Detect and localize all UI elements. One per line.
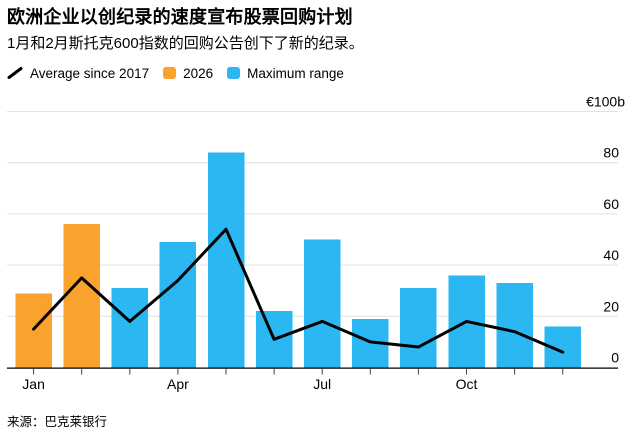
legend-item-maximum-range: Maximum range [227, 66, 344, 81]
chart-canvas: 0 20 40 60 80 €100b Jan Apr Jul Oct [7, 94, 625, 392]
page-title: 欧洲企业以创纪录的速度宣布股票回购计划 [7, 7, 353, 27]
average-line-swatch-icon [7, 67, 23, 79]
bar-apr [159, 242, 197, 368]
legend-color-swatch [163, 67, 177, 79]
x-axis-label-jan: Jan [22, 376, 45, 392]
bar-sep [400, 288, 437, 368]
legend-label: Average since 2017 [30, 65, 150, 81]
buyback-chart: 0 20 40 60 80 €100b Jan Apr Jul Oct [0, 90, 635, 400]
x-axis-label-oct: Oct [456, 376, 478, 392]
y-axis-label-40: 40 [603, 247, 619, 263]
bar-mar [111, 288, 149, 368]
legend-item-2026: 2026 [163, 66, 213, 81]
legend-label: 2026 [183, 65, 214, 81]
y-axis-label-100: €100b [586, 94, 625, 110]
x-axis-label-apr: Apr [167, 376, 189, 392]
bar-nov [496, 283, 533, 368]
average-line [32, 227, 565, 354]
x-axis-label-jul: Jul [313, 376, 331, 392]
y-axis-label-20: 20 [603, 298, 619, 314]
bar-feb [63, 224, 100, 368]
legend-label: Maximum range [247, 65, 344, 81]
y-axis-label-60: 60 [603, 196, 619, 212]
chart-subtitle: 1月和2月斯托克600指数的回购公告创下了新的纪录。 [7, 35, 364, 52]
source-note: 来源：巴克莱银行 [7, 415, 108, 429]
bar-jul [303, 239, 341, 368]
y-axis-label-0: 0 [611, 350, 619, 366]
legend-color-swatch [227, 67, 241, 79]
legend-item-average-since-2017: Average since 2017 [7, 65, 149, 81]
chart-legend: Average since 2017 2026 Maximum range [7, 64, 344, 82]
y-axis-label-80: 80 [603, 145, 619, 161]
